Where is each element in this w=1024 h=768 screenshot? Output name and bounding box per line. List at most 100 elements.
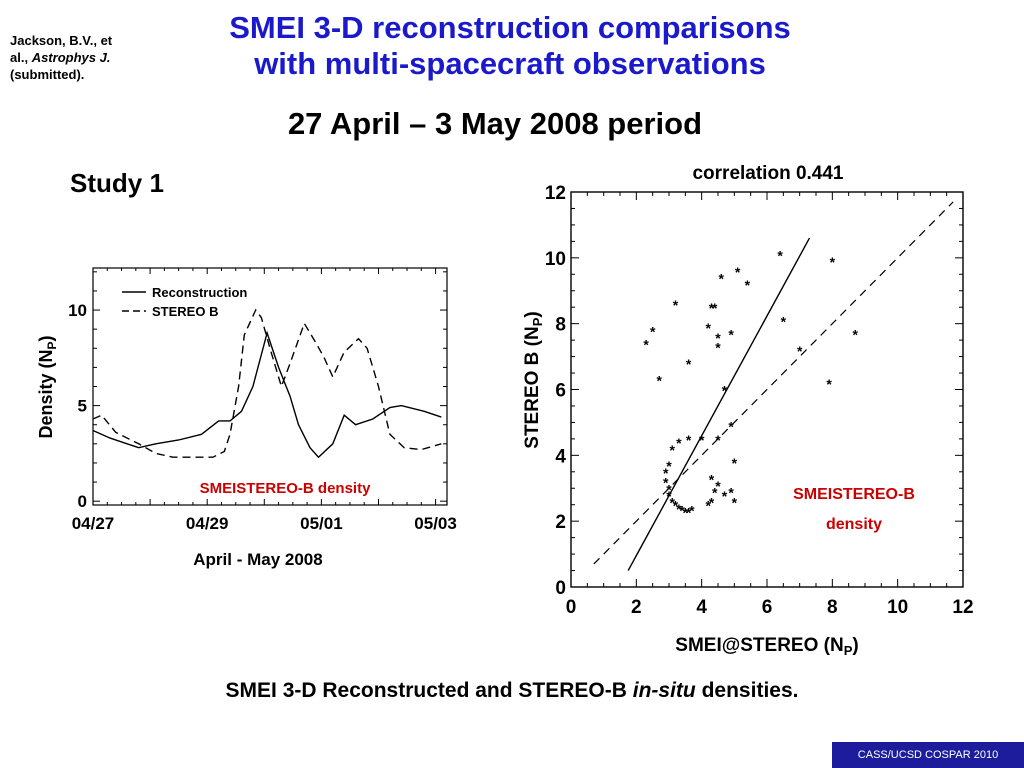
data-point: * bbox=[745, 277, 751, 293]
y-tick-label: 10 bbox=[545, 249, 566, 270]
data-point: * bbox=[728, 327, 734, 343]
data-point: * bbox=[709, 300, 715, 316]
data-point: * bbox=[650, 323, 656, 339]
study-label: Study 1 bbox=[70, 168, 164, 198]
x-axis-label: SMEI@STEREO (NP) bbox=[675, 635, 858, 658]
y-tick-label: 10 bbox=[68, 301, 87, 320]
title-line2: with multi-spacecraft observations bbox=[254, 46, 766, 81]
data-point: * bbox=[712, 300, 718, 316]
data-point: * bbox=[719, 271, 725, 287]
series-line-reconstruction bbox=[92, 330, 442, 459]
y-tick-label: 4 bbox=[555, 446, 566, 467]
data-point: * bbox=[830, 254, 836, 270]
chart-annotation-line1: SMEISTEREO-B bbox=[793, 486, 915, 503]
x-tick-label: 12 bbox=[952, 597, 973, 618]
citation-journal: Astrophys J. bbox=[31, 50, 111, 65]
data-point: * bbox=[676, 501, 682, 517]
legend-label: STEREO B bbox=[152, 304, 218, 319]
caption-prefix: SMEI 3-D Reconstructed and STEREO-B bbox=[225, 679, 633, 702]
data-point: * bbox=[666, 481, 672, 497]
data-point: * bbox=[686, 504, 692, 520]
caption-italic: in-situ bbox=[632, 679, 696, 702]
y-axis-label: Density (NP) bbox=[36, 335, 59, 438]
data-point: * bbox=[686, 432, 692, 448]
data-point: * bbox=[679, 503, 685, 519]
identity-line bbox=[593, 201, 954, 565]
figure-caption: SMEI 3-D Reconstructed and STEREO-B in-s… bbox=[0, 679, 1024, 703]
data-point: * bbox=[666, 458, 672, 474]
series-line-stereo-b bbox=[92, 308, 442, 458]
citation: Jackson, B.V., et al., Astrophys J. (sub… bbox=[10, 32, 150, 83]
data-point: * bbox=[712, 485, 718, 501]
y-tick-label: 6 bbox=[555, 381, 566, 402]
y-tick-label: 0 bbox=[555, 578, 566, 599]
citation-line1: Jackson, B.V., et bbox=[10, 33, 113, 48]
data-point: * bbox=[673, 498, 679, 514]
data-point: * bbox=[722, 488, 728, 504]
data-point: * bbox=[777, 248, 783, 264]
data-point: * bbox=[686, 356, 692, 372]
x-tick-label: 04/29 bbox=[186, 514, 229, 533]
x-tick-label: 8 bbox=[827, 597, 838, 618]
x-tick-label: 6 bbox=[762, 597, 773, 618]
data-point: * bbox=[728, 419, 734, 435]
x-tick-label: 05/03 bbox=[414, 514, 457, 533]
x-tick-label: 2 bbox=[631, 597, 642, 618]
x-axis-label: April - May 2008 bbox=[193, 550, 322, 569]
data-point: * bbox=[852, 327, 858, 343]
data-point: * bbox=[797, 343, 803, 359]
citation-line3: (submitted). bbox=[10, 67, 85, 82]
data-point: * bbox=[732, 455, 738, 471]
data-point: * bbox=[689, 503, 695, 519]
data-point: * bbox=[643, 336, 649, 352]
y-tick-label: 0 bbox=[78, 492, 87, 511]
x-tick-label: 0 bbox=[566, 597, 577, 618]
data-point: * bbox=[709, 471, 715, 487]
data-point: * bbox=[722, 383, 728, 399]
data-point: * bbox=[699, 432, 705, 448]
fit-line bbox=[627, 237, 811, 571]
data-point: * bbox=[781, 313, 787, 329]
y-tick-label: 2 bbox=[555, 512, 566, 533]
data-point: * bbox=[705, 498, 711, 514]
y-tick-label: 12 bbox=[545, 183, 566, 204]
data-point: * bbox=[670, 442, 676, 458]
title-line1: SMEI 3-D reconstruction comparisons bbox=[229, 10, 791, 45]
slide-title: SMEI 3-D reconstruction comparisons with… bbox=[150, 10, 870, 82]
y-tick-label: 8 bbox=[555, 315, 566, 336]
data-point: * bbox=[715, 478, 721, 494]
data-point: * bbox=[715, 330, 721, 346]
data-point: * bbox=[663, 475, 669, 491]
data-point: * bbox=[670, 494, 676, 510]
slide-subtitle: 27 April – 3 May 2008 period bbox=[287, 106, 703, 141]
x-tick-label: 10 bbox=[887, 597, 908, 618]
data-point: * bbox=[709, 494, 715, 510]
data-point: * bbox=[683, 504, 689, 520]
chart-annotation-line2: density bbox=[826, 516, 882, 533]
footer-badge: CASS/UCSD COSPAR 2010 bbox=[832, 742, 1024, 768]
chart-annotation: SMEISTEREO-B density bbox=[200, 480, 372, 497]
y-axis-label: STEREO B (NP) bbox=[522, 311, 545, 448]
data-point: * bbox=[666, 488, 672, 504]
chart-title: correlation 0.441 bbox=[692, 163, 843, 184]
data-point: * bbox=[728, 485, 734, 501]
data-point: * bbox=[735, 264, 741, 280]
legend-label: Reconstruction bbox=[152, 285, 247, 300]
x-tick-label: 04/27 bbox=[72, 514, 115, 533]
data-point: * bbox=[676, 435, 682, 451]
scatter-axes: 0 2 4 6 8 10 12 0 2 4 6 8 10 12 correlation 0.441 SMEI@… bbox=[522, 163, 974, 658]
data-point: * bbox=[656, 373, 662, 389]
time-series-axes: 04/27 04/29 05/01 05/03 0 5 10 April - May 2008… bbox=[36, 267, 457, 569]
x-tick-label: 4 bbox=[696, 597, 707, 618]
data-point: * bbox=[663, 465, 669, 481]
data-point: * bbox=[715, 432, 721, 448]
x-tick-label: 05/01 bbox=[300, 514, 343, 533]
citation-line2-prefix: al., bbox=[10, 50, 32, 65]
data-point: * bbox=[826, 376, 832, 392]
data-point: * bbox=[705, 320, 711, 336]
y-tick-label: 5 bbox=[78, 397, 87, 416]
data-point: * bbox=[673, 297, 679, 313]
data-point: * bbox=[732, 494, 738, 510]
